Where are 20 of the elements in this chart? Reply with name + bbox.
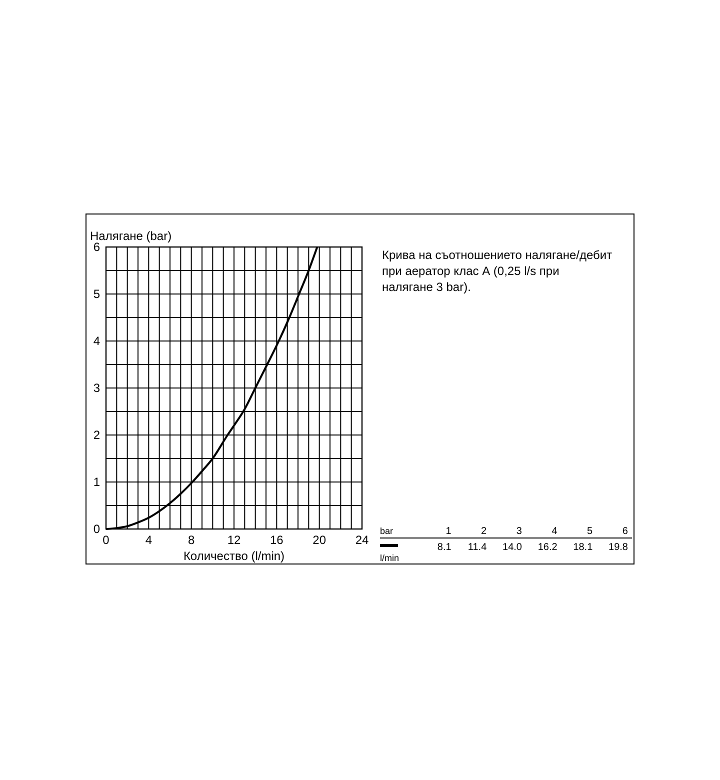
y-axis-title: Налягане (bar) [90, 229, 172, 243]
x-tick-label: 24 [355, 533, 369, 547]
y-tick-label: 0 [93, 522, 100, 536]
x-tick-label: 8 [188, 533, 195, 547]
y-tick-label: 4 [93, 334, 100, 348]
text: 8.1 11.4 14.0 16.2 18.1 19.8 [437, 542, 628, 553]
x-tick-label: 4 [145, 533, 152, 547]
text: Крива на съотношението налягане/дебит при аератор клас А (0,25 l/s при налягане 3 bar). [382, 248, 613, 294]
x-axis-title: Количество (l/min) [183, 549, 285, 563]
y-tick-label: 2 [93, 428, 100, 442]
x-tick-label: 0 [102, 533, 110, 547]
y-tick-label: 1 [93, 475, 100, 489]
y-tick-label: 6 [93, 240, 100, 254]
text: l/min [380, 553, 400, 563]
y-tick-label: 5 [93, 287, 100, 301]
x-tick-label: 16 [270, 533, 284, 547]
y-tick-label: 3 [93, 381, 100, 395]
text: bar 1 2 3 4 5 6 [380, 526, 628, 537]
x-tick-label: 20 [312, 533, 326, 547]
x-tick-label: 12 [227, 533, 241, 547]
